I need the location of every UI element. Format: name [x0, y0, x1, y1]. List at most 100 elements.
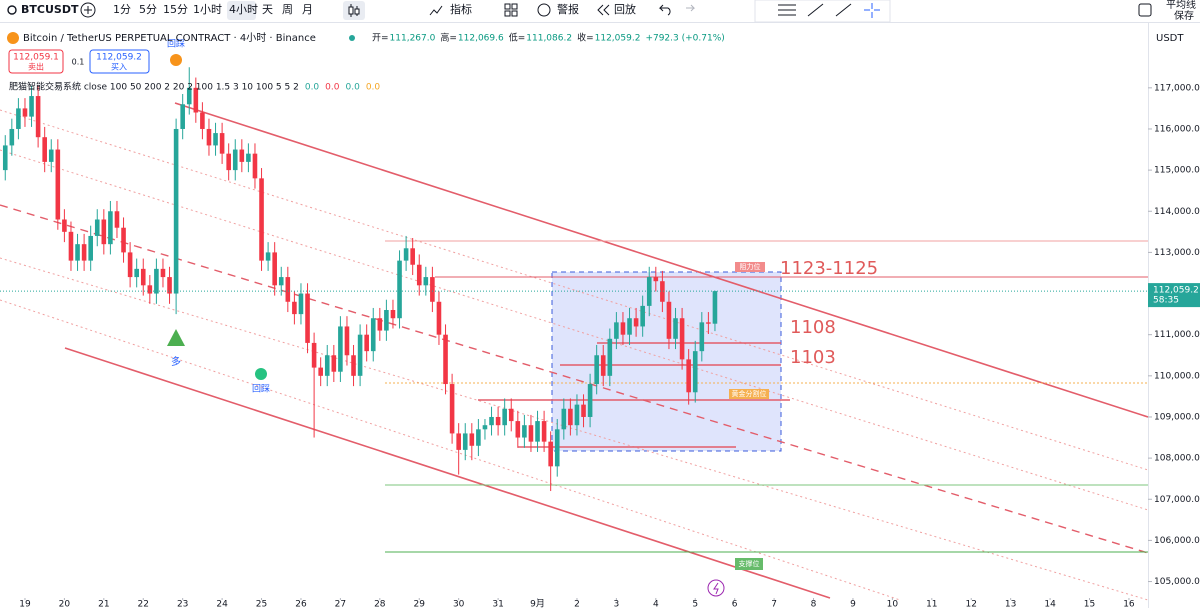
layout-icon[interactable]	[504, 3, 518, 17]
event-icon[interactable]	[707, 579, 725, 597]
interval-button[interactable]: 15分	[163, 3, 188, 16]
crosshair-tool[interactable]	[864, 3, 880, 18]
replay-icon	[597, 4, 610, 16]
candle-icon	[348, 6, 354, 15]
candle-body	[587, 384, 593, 417]
y-tick-label: 107,000.0	[1154, 495, 1200, 505]
ohlc-change: +792.3 (+0.71%)	[645, 34, 724, 44]
search-icon[interactable]	[7, 5, 17, 15]
interval-button[interactable]: 周	[282, 3, 293, 16]
candle-body	[127, 252, 133, 278]
candle-body	[16, 108, 21, 129]
draw-tool[interactable]	[778, 4, 796, 16]
y-tick-label: 109,000.0	[1154, 412, 1200, 422]
candle-body	[318, 367, 323, 376]
undo[interactable]	[658, 4, 671, 16]
candle-body	[140, 268, 146, 286]
candle-body	[147, 285, 153, 294]
candle-body	[384, 310, 389, 331]
indicators-button[interactable]: 指标	[450, 2, 472, 16]
candle-body	[443, 334, 448, 385]
alerts-button[interactable]: 警报	[557, 2, 579, 16]
candle-body	[272, 252, 277, 286]
pullback-label: 回踩	[252, 384, 270, 395]
buy-button[interactable]	[89, 49, 150, 74]
sell-button[interactable]	[8, 49, 64, 74]
candle-body	[574, 404, 580, 426]
candle-body	[167, 277, 172, 294]
fullscreen[interactable]	[1138, 3, 1152, 17]
candle-body	[416, 264, 422, 286]
candle-body	[561, 408, 567, 430]
x-tick-label: 13	[1005, 600, 1016, 609]
ohlc-label: 收=	[577, 32, 594, 44]
symbol[interactable]: BTCUSDT	[21, 3, 79, 16]
candle-body	[305, 293, 310, 343]
candle-body	[410, 248, 415, 265]
candle-body	[495, 416, 501, 426]
candle-body	[200, 112, 205, 129]
indicator-value: 0.0	[325, 83, 340, 93]
add-symbol[interactable]	[80, 2, 96, 18]
template-button[interactable]: 平均线	[1166, 0, 1196, 11]
x-tick-label: 23	[177, 600, 188, 609]
candle-body	[397, 260, 402, 319]
candle-body	[29, 96, 34, 117]
buy-price: 112,059.2	[96, 53, 142, 63]
ohlc-label: 高=	[440, 32, 457, 44]
candle-body	[324, 355, 330, 376]
y-tick-label: 115,000.0	[1154, 166, 1200, 176]
candle-body	[206, 128, 212, 146]
toolbar	[0, 0, 1200, 22]
candle-body	[22, 108, 28, 117]
candle-body	[160, 268, 166, 278]
channel-mid	[0, 204, 1149, 554]
interval-button[interactable]: 1小时	[193, 3, 222, 16]
candle-body	[568, 408, 573, 426]
candle-body	[528, 425, 534, 442]
x-tick-label: 25	[256, 600, 267, 609]
candle-body	[640, 305, 645, 327]
chart-type-button[interactable]	[343, 1, 365, 20]
indicator-value: 0.0	[366, 83, 381, 93]
x-tick-label: 16	[1123, 600, 1135, 609]
candle-body	[42, 137, 47, 162]
redo[interactable]	[686, 4, 696, 12]
channel-bottom	[64, 347, 831, 599]
candle-body	[482, 425, 488, 430]
candle-body	[101, 219, 107, 245]
candle-body	[338, 326, 343, 372]
candle-body	[554, 429, 560, 467]
ohlc-value: 112,069.6	[458, 34, 504, 44]
indicator-value: 0.0	[305, 83, 320, 93]
interval-button[interactable]: 4小时	[229, 3, 258, 16]
save-button[interactable]: 保存	[1174, 9, 1194, 22]
candle-body	[679, 318, 685, 360]
currency: USDT	[1156, 33, 1184, 44]
long-label: 多	[171, 355, 181, 368]
x-tick-label: 29	[414, 600, 426, 609]
candle-body	[692, 351, 698, 393]
interval-button[interactable]: 1分	[113, 3, 131, 16]
candle-body	[594, 355, 599, 385]
interval-button[interactable]: 5分	[139, 3, 157, 16]
candle-body	[219, 133, 225, 154]
candle-body	[134, 268, 139, 278]
candle-body	[94, 219, 100, 236]
interval-button[interactable]: 天	[262, 3, 273, 16]
support-tag: 支撑位	[739, 559, 760, 568]
interval-button[interactable]: 月	[302, 3, 313, 16]
candle-body	[476, 429, 481, 446]
ohlc-value: 112,059.2	[595, 34, 641, 44]
candle-body	[48, 149, 54, 162]
x-tick-label: 9月	[530, 599, 545, 609]
draw-tool[interactable]	[807, 3, 824, 17]
candle-body	[9, 128, 15, 146]
replay-button[interactable]: 回放	[614, 2, 636, 16]
draw-tool[interactable]	[835, 3, 852, 17]
candle-body	[462, 433, 468, 450]
x-tick-label: 3	[614, 600, 620, 609]
channel-top	[174, 102, 1149, 418]
candle-body	[581, 404, 586, 417]
x-tick-label: 6	[732, 600, 738, 609]
